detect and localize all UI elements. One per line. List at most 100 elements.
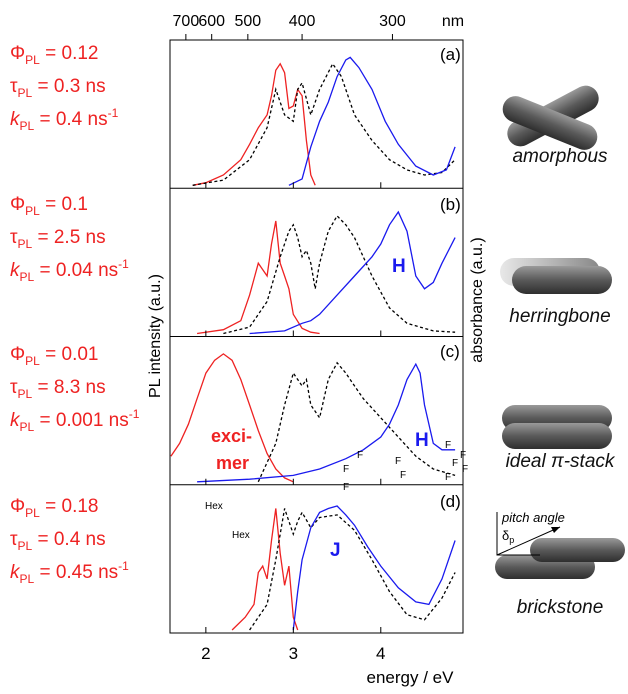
- photophysics-line: τPL = 8.3 ns: [10, 377, 106, 401]
- symbol: δ: [502, 528, 509, 543]
- superscript: -1: [118, 257, 129, 271]
- photophysics-line: kPL = 0.04 ns-1: [10, 257, 129, 284]
- photophysics-line: ΦPL = 0.18: [10, 496, 99, 520]
- x2-tick-label: 700: [173, 13, 200, 30]
- value: = 0.04 ns: [34, 260, 118, 281]
- value: = 0.45 ns: [34, 562, 118, 583]
- x2-axis-label: nm: [442, 13, 464, 30]
- pitch-label: pitch angle: [501, 510, 565, 525]
- symbol: Φ: [10, 194, 25, 215]
- spectrum: [292, 505, 456, 631]
- photophysics-line: kPL = 0.4 ns-1: [10, 106, 119, 133]
- structure-label: F: [395, 456, 401, 467]
- x-tick-label: 3: [289, 644, 298, 663]
- band-label: H: [415, 430, 429, 451]
- panel: (d) J Hex Hex: [205, 492, 461, 631]
- y-axis-label: PL intensity (a.u.): [147, 274, 164, 398]
- photophysics-line: τPL = 0.4 ns: [10, 529, 106, 553]
- spectrum: [197, 220, 320, 335]
- photophysics-line: τPL = 0.3 ns: [10, 76, 106, 100]
- panel-label: (a): [440, 45, 461, 64]
- panel: (a): [192, 45, 461, 186]
- spectrum: [197, 362, 456, 483]
- delta-label: δp: [502, 528, 514, 545]
- x2-tick-label: 500: [234, 13, 261, 30]
- spectrum: [170, 353, 294, 483]
- symbol: Φ: [10, 43, 25, 64]
- subscript: PL: [18, 387, 33, 401]
- structure-label: F: [462, 464, 468, 475]
- value: = 8.3 ns: [32, 377, 105, 398]
- symbol: τ: [10, 529, 18, 550]
- symbol: Φ: [10, 496, 25, 517]
- spectrum: [249, 508, 456, 631]
- symbol: τ: [10, 227, 18, 248]
- value: = 0.1: [40, 194, 88, 215]
- band-label: H: [392, 256, 406, 277]
- subscript: PL: [25, 354, 40, 368]
- symbol: τ: [10, 377, 18, 398]
- panel-label: (b): [440, 195, 461, 214]
- structure-label: F: [343, 464, 349, 475]
- photophysics-line: ΦPL = 0.1: [10, 194, 88, 218]
- structure-label: F: [445, 440, 451, 451]
- x-axis-label: energy / eV: [367, 668, 455, 687]
- superscript: -1: [108, 106, 119, 120]
- panel: (b) H: [197, 195, 461, 335]
- spectrum: [249, 210, 456, 335]
- structure-label: F: [445, 472, 451, 483]
- panel-label: (c): [440, 342, 460, 361]
- spectrum: [257, 361, 456, 483]
- structure-label: F: [460, 450, 466, 461]
- photophysics-line: kPL = 0.001 ns-1: [10, 407, 140, 434]
- subscript: PL: [18, 86, 33, 100]
- value: = 0.12: [40, 43, 99, 64]
- value: = 0.4 ns: [34, 109, 107, 130]
- subscript: PL: [20, 270, 35, 284]
- y2-axis-label: absorbance (a.u.): [469, 237, 486, 362]
- spectrum: [231, 508, 299, 631]
- x2-tick-label: 400: [289, 13, 316, 30]
- symbol: τ: [10, 76, 18, 97]
- value: = 0.001 ns: [34, 410, 129, 431]
- subscript: PL: [18, 237, 33, 251]
- photophysics-line: kPL = 0.45 ns-1: [10, 559, 129, 586]
- subscript: PL: [25, 204, 40, 218]
- band-label: J: [330, 540, 341, 561]
- value: = 0.4 ns: [32, 529, 105, 550]
- x-tick-label: 2: [201, 644, 210, 663]
- symbol: Φ: [10, 344, 25, 365]
- packing-label: brickstone: [517, 597, 604, 618]
- spectrum: [192, 62, 456, 186]
- structure-label: F: [452, 458, 458, 469]
- emission-label: exci-: [211, 426, 252, 446]
- subscript: PL: [20, 420, 35, 434]
- subscript: PL: [25, 506, 40, 520]
- subscript: PL: [20, 119, 35, 133]
- spectrum: [288, 56, 456, 186]
- x2-tick-label: 600: [198, 13, 225, 30]
- packing-label: herringbone: [509, 306, 610, 327]
- structure-label: F: [400, 470, 406, 481]
- subscript: p: [509, 535, 514, 545]
- x-tick-label: 4: [376, 644, 385, 663]
- superscript: -1: [129, 407, 140, 421]
- symbol: k: [10, 109, 21, 130]
- photophysics-line: τPL = 2.5 ns: [10, 227, 106, 251]
- structure-label: F: [343, 482, 349, 493]
- value: = 0.3 ns: [32, 76, 105, 97]
- subscript: PL: [18, 539, 33, 553]
- structure-label: F: [357, 450, 363, 461]
- value: = 0.18: [40, 496, 99, 517]
- superscript: -1: [118, 559, 129, 573]
- structure-label: Hex: [232, 530, 250, 541]
- packing-icons: [495, 85, 625, 579]
- photophysics-line: ΦPL = 0.01: [10, 344, 99, 368]
- photophysics-line: ΦPL = 0.12: [10, 43, 99, 67]
- subscript: PL: [20, 572, 35, 586]
- spectrum: [223, 214, 456, 335]
- panel-label: (d): [440, 492, 461, 511]
- value: = 0.01: [40, 344, 99, 365]
